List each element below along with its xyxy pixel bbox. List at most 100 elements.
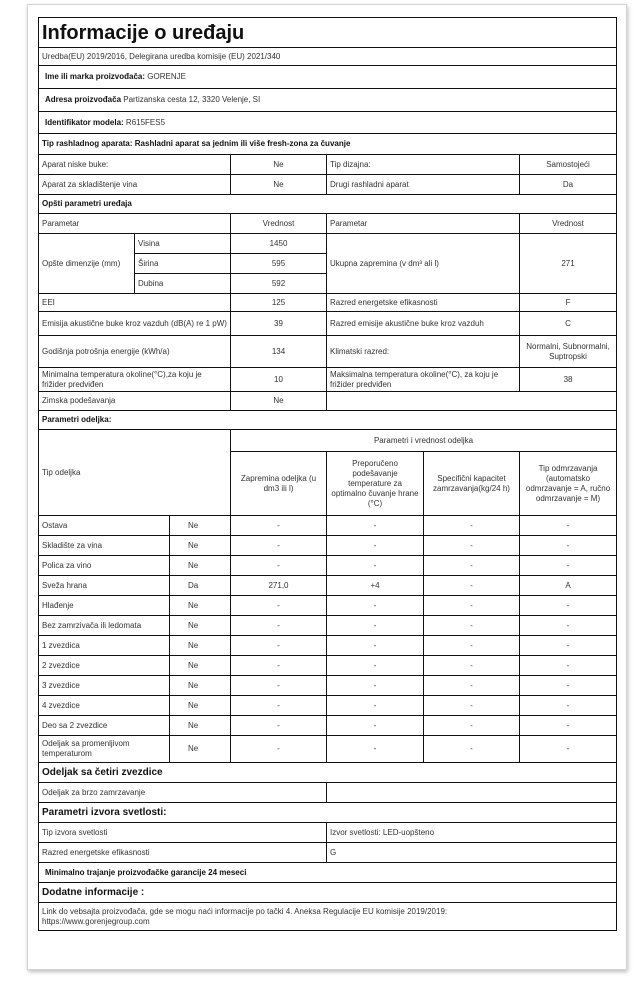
appliance-type: Tip rashladnog aparata: Rashladni aparat… xyxy=(37,133,618,155)
empty-cell xyxy=(325,391,618,411)
compartment-name: Skladište za vina xyxy=(38,535,170,556)
compartment-temp: - xyxy=(326,675,424,696)
noise-label: Emisija akustične buke kroz vazduh (dB(A… xyxy=(38,311,231,336)
extra-text: Link do vebsajta proizvođača, gde se mog… xyxy=(42,906,448,916)
compartment-name: Bez zamrzivača ili ledomata xyxy=(38,615,170,636)
col-capacity: Specifični kapacitet zamrzavanja(kg/24 h… xyxy=(423,451,520,516)
energy-class-value: F xyxy=(518,293,618,312)
compartment-defrost: - xyxy=(518,615,618,636)
other-appliance-label: Drugi rashladni aparat xyxy=(326,174,520,195)
compartment-defrost: A xyxy=(518,575,618,596)
max-temp-value: 38 xyxy=(518,367,618,392)
eei-label: EEI xyxy=(38,293,231,312)
compartment-name: Polica za vino xyxy=(38,555,170,576)
noise-value: 39 xyxy=(230,311,327,336)
compartment-row: 3 zvezdice Ne - - - - xyxy=(38,675,618,696)
max-temp-label: Maksimalna temperatura okoline(°C), za k… xyxy=(326,367,520,392)
compartments-heading: Parametri odeljka: xyxy=(37,410,618,430)
compartment-name: 1 zvezdica xyxy=(38,635,170,656)
compartment-volume: - xyxy=(230,535,327,556)
wine-storage-value: Ne xyxy=(230,174,327,195)
compartment-present: Da xyxy=(169,575,231,596)
compartment-name: Ostava xyxy=(38,515,170,536)
other-appliance-value: Da xyxy=(518,174,618,195)
low-noise-value: Ne xyxy=(230,154,327,175)
model-value: R615FES5 xyxy=(125,117,166,127)
light-type-value: Izvor svetlosti: LED-uopšteno xyxy=(325,822,618,843)
col-temp: Preporučeno podešavanje temperature za o… xyxy=(326,451,424,516)
compartment-temp: - xyxy=(326,615,424,636)
compartment-present: Ne xyxy=(169,635,231,656)
compartment-temp: - xyxy=(326,635,424,656)
compartment-volume: - xyxy=(230,735,327,763)
manufacturer-row: Ime ili marka proizvođača: GORENJE xyxy=(37,65,618,89)
compartment-defrost: - xyxy=(518,535,618,556)
low-noise-label: Aparat niske buke: xyxy=(38,154,231,175)
fast-freeze-value xyxy=(325,782,618,803)
width-value: 595 xyxy=(230,253,327,274)
annual-energy-value: 134 xyxy=(230,335,327,368)
col-param-2: Parametar xyxy=(326,213,520,234)
compartment-present: Ne xyxy=(169,615,231,636)
compartment-name: 2 zvezdice xyxy=(38,655,170,676)
regulation-subtitle: Uredba(EU) 2019/2016, Delegirana uredba … xyxy=(37,47,618,66)
col-volume: Zapremina odeljka (u dm3 ili l) xyxy=(230,451,327,516)
winter-value: Ne xyxy=(230,391,327,411)
climate-class-label: Klimatski razred: xyxy=(326,335,520,368)
address-row: Adresa proizvođača Partizanska cesta 12,… xyxy=(37,88,618,112)
compartment-present: Ne xyxy=(169,535,231,556)
manufacturer-label: Ime ili marka proizvođača: xyxy=(45,72,146,81)
compartment-volume: - xyxy=(230,695,327,716)
compartment-capacity: - xyxy=(423,715,520,736)
light-class-label: Razred energetske efikasnosti xyxy=(38,842,327,863)
volume-value: 271 xyxy=(518,233,618,294)
col-param: Parametar xyxy=(38,213,231,234)
compartment-temp: - xyxy=(326,515,424,536)
website-link[interactable]: https://www.gorenjegroup.com xyxy=(42,916,150,926)
compartment-volume: - xyxy=(230,655,327,676)
compartment-volume: - xyxy=(230,555,327,576)
depth-label: Dubina xyxy=(134,273,231,294)
compartment-capacity: - xyxy=(423,735,520,763)
compartment-capacity: - xyxy=(423,555,520,576)
compartment-row: Hlađenje Ne - - - - xyxy=(38,595,618,616)
light-heading: Parametri izvora svetlosti: xyxy=(37,802,618,823)
extra-heading: Dodatne informacije : xyxy=(37,882,618,903)
compartment-present: Ne xyxy=(169,735,231,763)
compartment-group-header: Parametri i vrednost odeljka xyxy=(229,429,618,452)
compartment-row: Bez zamrzivača ili ledomata Ne - - - - xyxy=(38,615,618,636)
min-temp-value: 10 xyxy=(230,367,327,392)
winter-label: Zimska podešavanja xyxy=(38,391,231,411)
compartment-row: Skladište za vina Ne - - - - xyxy=(38,535,618,556)
compartment-row: Odeljak sa promenljivom temperaturom Ne - -… xyxy=(38,735,618,763)
compartment-capacity: - xyxy=(423,655,520,676)
compartment-present: Ne xyxy=(169,515,231,536)
manufacturer-value: GORENJE xyxy=(147,72,186,81)
compartment-temp: - xyxy=(326,695,424,716)
compartment-volume: - xyxy=(230,675,327,696)
flag-row: Aparat niske buke: Ne Tip dizajna: Samostoj… xyxy=(38,154,618,175)
noise-class-value: C xyxy=(518,311,618,336)
depth-value: 592 xyxy=(230,273,327,294)
compartment-present: Ne xyxy=(169,655,231,676)
min-temp-label: Minimalna temperatura okoline(°C),za koj… xyxy=(38,367,231,392)
compartment-defrost: - xyxy=(518,715,618,736)
warranty: Minimalno trajanje proizvođačke garancij… xyxy=(37,862,618,883)
compartment-name: Sveža hrana xyxy=(38,575,170,596)
col-compartment-type: Tip odeljka xyxy=(38,429,231,516)
compartment-volume: 271,0 xyxy=(230,575,327,596)
compartment-defrost: - xyxy=(518,555,618,576)
compartment-volume: - xyxy=(230,635,327,656)
col-value: Vrednost xyxy=(230,213,327,234)
compartment-present: Ne xyxy=(169,595,231,616)
compartment-present: Ne xyxy=(169,675,231,696)
compartment-row: Ostava Ne - - - - xyxy=(38,515,618,536)
compartment-temp: - xyxy=(326,655,424,676)
compartment-capacity: - xyxy=(423,575,520,596)
col-defrost: Tip odmrzavanja (automatsko odmrzavanje … xyxy=(518,451,618,516)
height-label: Visina xyxy=(134,233,231,254)
volume-label: Ukupna zapremina (v dm³ ali l) xyxy=(326,233,520,294)
compartment-temp: +4 xyxy=(326,575,424,596)
compartment-row: Polica za vino Ne - - - - xyxy=(38,555,618,576)
compartment-volume: - xyxy=(230,515,327,536)
